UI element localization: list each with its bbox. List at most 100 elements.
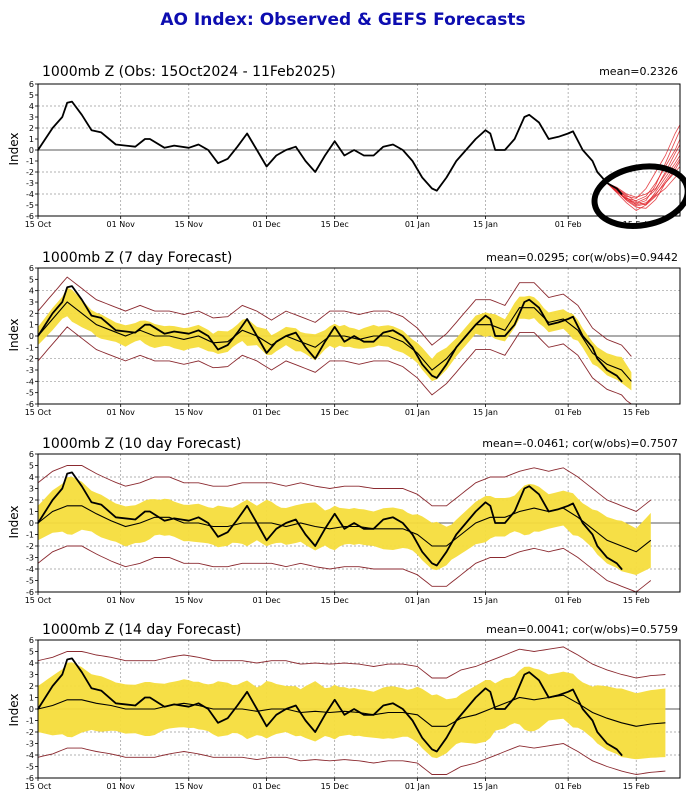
- y-tick-label: 5: [29, 648, 34, 657]
- forecast-envelope-lower: [37, 326, 632, 405]
- y-tick-label: 6: [29, 636, 34, 645]
- y-tick-label: -1: [26, 531, 34, 540]
- y-tick-label: -4: [26, 377, 34, 386]
- forecast-mean-line: [37, 694, 666, 727]
- y-tick-label: 3: [29, 113, 34, 122]
- x-tick-label: 01 Dec: [252, 220, 280, 229]
- y-tick-label: -3: [26, 179, 34, 188]
- x-tick-label: 15 Dec: [321, 408, 349, 417]
- panel-stats: mean=0.0041; cor(w/obs)=0.5759: [486, 623, 678, 636]
- x-tick-label: 01 Jan: [405, 408, 430, 417]
- y-tick-label: -2: [26, 355, 34, 364]
- observed-line: [37, 100, 623, 195]
- x-tick-label: 15 Jan: [473, 220, 498, 229]
- forecast-envelope-upper: [37, 646, 666, 679]
- x-tick-label: 01 Jan: [405, 782, 430, 791]
- annotation-circle: [591, 163, 686, 229]
- panel-stats: mean=-0.0461; cor(w/obs)=0.7507: [482, 437, 678, 450]
- x-tick-label: 15 Feb: [623, 408, 650, 417]
- forecast-envelope-upper: [37, 276, 632, 357]
- forecast-member-line: [606, 130, 681, 205]
- y-tick-label: 0: [29, 146, 34, 155]
- x-tick-label: 15 Oct: [25, 782, 52, 791]
- y-tick-label: -2: [26, 542, 34, 551]
- y-tick-label: -5: [26, 577, 34, 586]
- x-tick-label: 01 Nov: [107, 596, 136, 605]
- forecast-envelope-upper: [37, 465, 652, 513]
- y-tick-label: -1: [26, 343, 34, 352]
- y-tick-label: 1: [29, 135, 34, 144]
- x-tick-label: 01 Dec: [252, 596, 280, 605]
- y-tick-label: -4: [26, 565, 34, 574]
- y-tick-label: 4: [29, 287, 34, 296]
- x-tick-label: 15 Oct: [25, 220, 52, 229]
- y-tick-label: 5: [29, 91, 34, 100]
- panel-10-day-forecast: 1000mb Z (10 day Forecast) mean=-0.0461;…: [7, 436, 681, 605]
- x-tick-label: 15 Dec: [321, 596, 349, 605]
- y-tick-label: -6: [26, 212, 34, 221]
- x-tick-label: 15 Dec: [321, 220, 349, 229]
- y-tick-label: 6: [29, 80, 34, 89]
- y-axis-label: Index: [7, 318, 21, 351]
- x-tick-label: 15 Nov: [175, 408, 204, 417]
- y-tick-label: -5: [26, 389, 34, 398]
- y-tick-label: -4: [26, 190, 34, 199]
- x-tick-label: 01 Jan: [405, 220, 430, 229]
- forecast-spread-band: [38, 476, 651, 575]
- x-tick-label: 15 Feb: [623, 220, 650, 229]
- y-tick-label: -3: [26, 740, 34, 749]
- y-tick-label: 4: [29, 102, 34, 111]
- x-tick-label: 01 Dec: [252, 408, 280, 417]
- y-axis-label: Index: [7, 693, 21, 726]
- x-tick-label: 01 Nov: [107, 220, 136, 229]
- observed-line: [37, 471, 623, 570]
- x-tick-label: 15 Feb: [623, 596, 650, 605]
- forecast-member-line: [606, 124, 681, 199]
- y-tick-label: -6: [26, 400, 34, 409]
- y-tick-label: -2: [26, 168, 34, 177]
- x-tick-label: 15 Oct: [25, 596, 52, 605]
- y-tick-label: -3: [26, 554, 34, 563]
- y-tick-label: -5: [26, 763, 34, 772]
- panel-stats: mean=0.0295; cor(w/obs)=0.9442: [486, 251, 678, 264]
- y-tick-label: 2: [29, 682, 34, 691]
- x-tick-label: 01 Feb: [555, 408, 582, 417]
- y-axis-label: Index: [7, 132, 21, 165]
- x-tick-label: 15 Nov: [175, 782, 204, 791]
- y-tick-label: -6: [26, 588, 34, 597]
- main-title: AO Index: Observed & GEFS Forecasts: [160, 10, 526, 30]
- x-tick-label: 15 Nov: [175, 220, 204, 229]
- forecast-member-line: [606, 149, 681, 198]
- y-tick-label: 0: [29, 705, 34, 714]
- forecast-member-line: [606, 171, 681, 206]
- x-tick-label: 01 Dec: [252, 782, 280, 791]
- forecast-envelope-lower: [37, 545, 652, 593]
- panel-title: 1000mb Z (14 day Forecast): [42, 622, 241, 638]
- panel-observed: 1000mb Z (Obs: 15Oct2024 - 11Feb2025) me…: [7, 64, 686, 229]
- x-tick-label: 15 Nov: [175, 596, 204, 605]
- y-tick-label: 1: [29, 694, 34, 703]
- x-tick-label: 15 Oct: [25, 408, 52, 417]
- y-tick-label: 5: [29, 462, 34, 471]
- panel-stats: mean=0.2326: [599, 65, 678, 78]
- y-tick-label: 2: [29, 124, 34, 133]
- x-tick-label: 01 Nov: [107, 408, 136, 417]
- x-tick-label: 15 Dec: [321, 782, 349, 791]
- x-tick-label: 15 Jan: [473, 596, 498, 605]
- y-tick-label: -4: [26, 751, 34, 760]
- forecast-spread-band: [38, 287, 632, 391]
- y-tick-label: 1: [29, 508, 34, 517]
- x-tick-label: 15 Jan: [473, 782, 498, 791]
- panel-title: 1000mb Z (Obs: 15Oct2024 - 11Feb2025): [42, 64, 336, 80]
- observed-line: [37, 657, 623, 756]
- x-tick-label: 15 Feb: [623, 782, 650, 791]
- y-tick-label: -1: [26, 717, 34, 726]
- y-tick-label: 0: [29, 332, 34, 341]
- y-tick-label: 6: [29, 264, 34, 273]
- x-tick-label: 01 Feb: [555, 220, 582, 229]
- x-tick-label: 01 Feb: [555, 596, 582, 605]
- y-tick-label: 4: [29, 473, 34, 482]
- panel-14-day-forecast: 1000mb Z (14 day Forecast) mean=0.0041; …: [7, 622, 681, 791]
- y-tick-label: -2: [26, 728, 34, 737]
